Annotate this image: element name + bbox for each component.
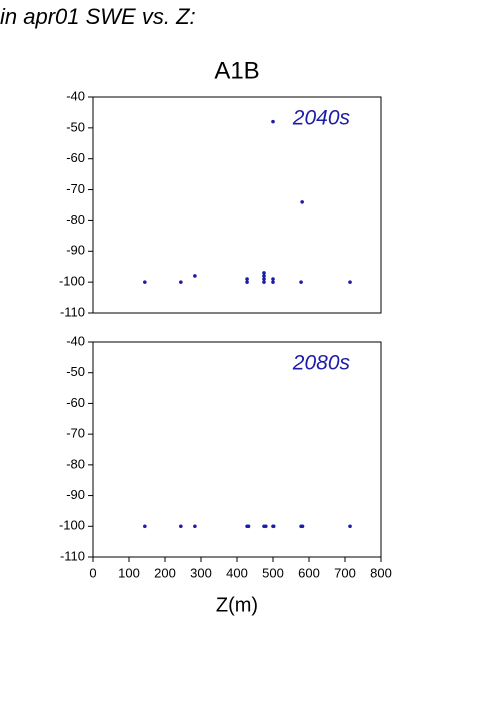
y-tick-label: -90 xyxy=(66,487,85,502)
annotation: 2080s xyxy=(292,352,351,375)
x-tick-label: 500 xyxy=(262,565,284,580)
point xyxy=(348,280,352,284)
x-tick-label: 0 xyxy=(89,565,96,580)
point xyxy=(193,274,197,278)
page-title: in apr01 SWE vs. Z: xyxy=(0,4,196,29)
y-tick-label: -80 xyxy=(66,212,85,227)
point xyxy=(300,200,304,204)
point xyxy=(193,524,197,529)
x-tick-label: 800 xyxy=(370,565,392,580)
y-tick-label: -110 xyxy=(60,304,85,319)
x-tick-label: 200 xyxy=(154,565,176,580)
y-tick-label: -70 xyxy=(66,181,85,196)
point xyxy=(143,524,147,529)
x-axis-label: Z(m) xyxy=(216,594,258,616)
x-tick-label: 100 xyxy=(118,565,140,580)
point xyxy=(262,271,266,275)
y-tick-label: -100 xyxy=(59,518,85,533)
y-tick-label: -40 xyxy=(66,333,85,348)
point xyxy=(271,280,275,284)
x-tick-label: 300 xyxy=(190,565,212,580)
x-tick-label: 700 xyxy=(334,565,356,580)
y-tick-label: -110 xyxy=(60,548,85,563)
y-tick-label: -60 xyxy=(66,150,85,165)
point xyxy=(246,524,251,529)
y-tick-label: -90 xyxy=(66,243,85,258)
point xyxy=(262,280,266,284)
annotation: 2040s xyxy=(292,107,351,130)
plot-frame xyxy=(92,96,382,314)
point xyxy=(271,119,275,124)
y-tick-label: -60 xyxy=(66,395,85,410)
point xyxy=(179,524,183,529)
point xyxy=(271,524,276,529)
y-tick-label: -80 xyxy=(66,456,85,471)
x-tick-label: 600 xyxy=(298,565,320,580)
y-tick-label: -70 xyxy=(66,426,85,441)
y-tick-label: -50 xyxy=(66,119,85,134)
point xyxy=(262,277,266,281)
point xyxy=(245,280,249,284)
point xyxy=(262,274,266,278)
x-tick-label: 400 xyxy=(226,565,248,580)
point xyxy=(300,524,305,529)
chart-title: A1B xyxy=(214,57,259,84)
point xyxy=(264,524,268,529)
point xyxy=(271,277,275,281)
y-tick-label: -100 xyxy=(59,274,85,289)
point xyxy=(179,280,183,284)
point xyxy=(348,524,352,529)
y-tick-label: -40 xyxy=(66,88,85,103)
point xyxy=(245,277,249,281)
point xyxy=(299,280,303,284)
y-tick-label: -50 xyxy=(66,364,85,379)
point xyxy=(143,280,147,284)
